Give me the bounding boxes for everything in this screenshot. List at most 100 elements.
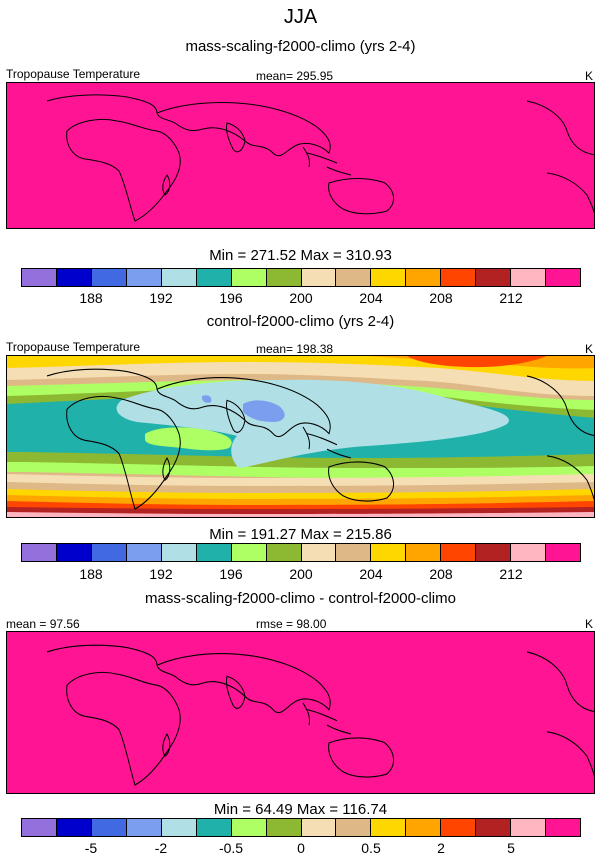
- panel-3-colorbar-ticks: -5 -2 -0.5 0 0.5 2 5: [21, 840, 581, 858]
- coastline: [66, 395, 181, 510]
- band-south-ffb6c1: [7, 512, 594, 517]
- colorbar-swatch: [56, 544, 92, 561]
- colorbar-tick-label: 196: [219, 566, 243, 582]
- panel-2-units-label: K: [585, 342, 594, 356]
- colorbar-swatch: [336, 544, 372, 561]
- colorbar-swatch: [546, 269, 580, 286]
- colorbar-tick-label: 188: [79, 290, 103, 306]
- colorbar-swatch: [56, 819, 92, 836]
- panel-1-map-canvas: [7, 83, 594, 228]
- coastline: [302, 702, 352, 735]
- panel-1-colorbar: [21, 268, 581, 287]
- panel-2-map-canvas: [7, 356, 594, 517]
- inset-adff63: [145, 427, 232, 451]
- coastline: [302, 146, 352, 176]
- colorbar-swatch: [91, 819, 127, 836]
- band-north-ff4500: [407, 356, 547, 368]
- panel-1-coastlines: [46, 94, 594, 222]
- colorbar-tick-label: -5: [84, 840, 98, 856]
- colorbar-tick-label: 200: [289, 566, 313, 582]
- coastline: [546, 172, 594, 214]
- panel-2-colorbar-ticks: 188 192 196 200 204 208 212: [21, 566, 581, 584]
- colorbar-swatch: [301, 544, 337, 561]
- colorbar-swatch: [371, 544, 407, 561]
- panel-2-title: control-f2000-climo (yrs 2-4): [206, 313, 395, 330]
- page-title: JJA: [283, 6, 318, 28]
- panel-1-variable-label: Tropopause Temperature: [6, 67, 141, 81]
- panel-3-field-fill: [7, 632, 594, 793]
- colorbar-swatch: [371, 819, 407, 836]
- colorbar-swatch: [441, 269, 477, 286]
- colorbar-swatch: [336, 269, 372, 286]
- colorbar-swatch: [406, 819, 442, 836]
- colorbar-tick-label: -2: [154, 840, 168, 856]
- colorbar-tick-label: 212: [499, 566, 523, 582]
- colorbar-swatch: [476, 819, 512, 836]
- colorbar-swatch: [161, 269, 197, 286]
- coastline: [526, 651, 594, 712]
- colorbar-swatch: [196, 544, 232, 561]
- colorbar-swatch: [231, 544, 267, 561]
- colorbar-swatch: [476, 269, 512, 286]
- panel-2-mean-label: mean= 198.38: [256, 342, 334, 356]
- coastline: [162, 733, 171, 757]
- colorbar-swatch: [91, 269, 127, 286]
- coastline: [328, 461, 394, 502]
- coastline: [546, 455, 594, 502]
- panel-1-field-fill: [7, 83, 594, 228]
- colorbar-tick-label: 192: [149, 290, 173, 306]
- colorbar-tick-label: 208: [429, 290, 453, 306]
- coastline: [226, 675, 246, 709]
- coastline: [46, 368, 158, 390]
- panel-1-colorbar-ticks: 188 192 196 200 204 208 212: [21, 290, 581, 308]
- panel-3-map-canvas: [7, 632, 594, 793]
- patch-7b9eee-small: [201, 395, 212, 403]
- colorbar-swatch: [161, 819, 197, 836]
- panel-1-units-label: K: [585, 69, 594, 83]
- coastline: [156, 377, 331, 438]
- colorbar-swatch: [22, 269, 57, 286]
- panel-3-colorbar: [21, 818, 581, 837]
- coastline: [328, 737, 394, 778]
- panel-3-title: mass-scaling-f2000-climo - control-f2000…: [145, 590, 456, 607]
- colorbar-tick-label: 5: [507, 840, 515, 856]
- colorbar-swatch: [22, 544, 57, 561]
- colorbar-tick-label: 196: [219, 290, 243, 306]
- colorbar-swatch: [406, 544, 442, 561]
- colorbar-tick-label: 200: [289, 290, 313, 306]
- colorbar-tick-label: 204: [359, 566, 383, 582]
- coastline: [162, 457, 171, 481]
- coastline: [226, 122, 246, 153]
- coastline: [66, 671, 181, 786]
- colorbar-swatch: [161, 544, 197, 561]
- colorbar-tick-label: 212: [499, 290, 523, 306]
- colorbar-tick-label: 2: [437, 840, 445, 856]
- colorbar-tick-label: 192: [149, 566, 173, 582]
- panel-1-minmax: Min = 271.52 Max = 310.93: [209, 247, 392, 264]
- coastline: [526, 100, 594, 156]
- colorbar-swatch: [441, 819, 477, 836]
- colorbar-swatch: [56, 269, 92, 286]
- panel-2-map: [6, 355, 595, 518]
- coastline: [546, 731, 594, 778]
- panel-2-variable-label: Tropopause Temperature: [6, 340, 141, 354]
- colorbar-swatch: [336, 819, 372, 836]
- colorbar-swatch: [511, 819, 547, 836]
- colorbar-swatch: [371, 269, 407, 286]
- panel-3-rmse-label: rmse = 98.00: [256, 617, 327, 631]
- panel-3-minmax: Min = 64.49 Max = 116.74: [213, 801, 388, 818]
- colorbar-tick-label: 0: [297, 840, 305, 856]
- colorbar-swatch: [196, 269, 232, 286]
- colorbar-swatch: [91, 544, 127, 561]
- colorbar-swatch: [22, 819, 57, 836]
- colorbar-swatch: [266, 269, 302, 286]
- colorbar-swatch: [231, 819, 267, 836]
- colorbar-swatch: [126, 544, 162, 561]
- colorbar-swatch: [546, 819, 580, 836]
- colorbar-tick-label: 208: [429, 566, 453, 582]
- coastline: [46, 644, 158, 666]
- panel-2-colorbar: [21, 543, 581, 562]
- coastline: [302, 426, 352, 459]
- colorbar-swatch: [126, 269, 162, 286]
- coastline: [162, 174, 171, 196]
